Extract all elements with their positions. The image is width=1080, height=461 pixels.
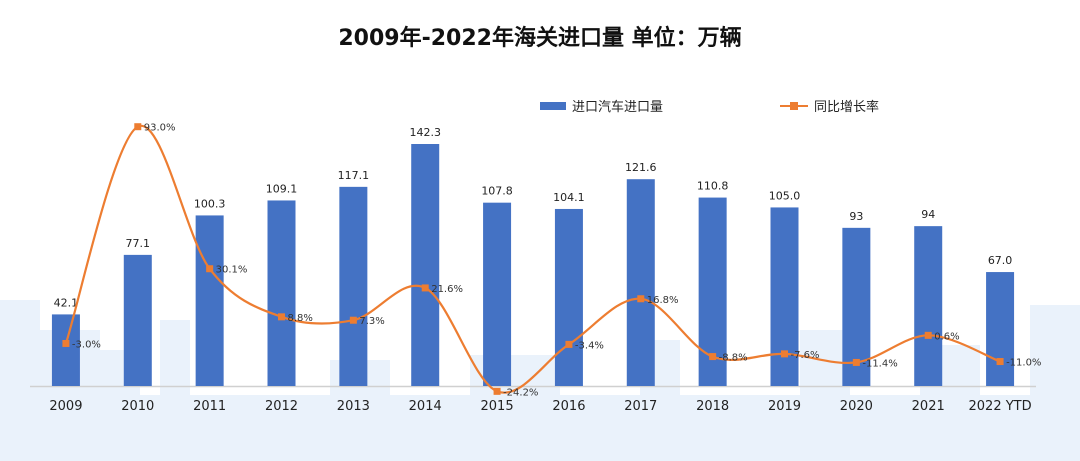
bar-2009: [51, 314, 80, 386]
bar-2017: [626, 179, 655, 386]
growth-rate-label: -11.4%: [862, 358, 897, 369]
growth-rate-marker: [924, 331, 932, 339]
growth-rate-marker: [62, 339, 70, 347]
x-tick-label: 2018: [696, 399, 729, 414]
growth-rate-label: 7.3%: [359, 316, 384, 327]
growth-rate-label: -8.8%: [719, 353, 748, 364]
bar-value-label: 121.6: [625, 161, 657, 174]
bar-2014: [411, 144, 440, 386]
bar-value-label: 104.1: [553, 191, 585, 204]
x-tick-label: 2013: [337, 399, 370, 414]
growth-rate-marker: [996, 358, 1004, 366]
growth-rate-label: 16.8%: [647, 295, 679, 306]
growth-rate-label: -3.4%: [575, 340, 604, 351]
bar-value-label: 105.0: [769, 189, 801, 202]
growth-rate-marker: [852, 358, 860, 366]
growth-rate-marker: [565, 340, 573, 348]
growth-rate-marker: [781, 350, 788, 358]
bar-2016: [554, 208, 583, 386]
bar-value-label: 93: [849, 210, 863, 223]
growth-rate-marker: [206, 265, 214, 273]
bar-value-label: 107.8: [481, 185, 513, 198]
growth-rate-label: -11.0%: [1006, 358, 1041, 369]
growth-rate-label: 93.0%: [144, 123, 176, 134]
growth-rate-label: 0.6%: [934, 331, 959, 342]
bar-value-label: 100.3: [194, 197, 226, 210]
bar-value-label: 42.1: [54, 296, 79, 309]
bar-2015: [483, 202, 512, 386]
bar-value-label: 94: [921, 208, 935, 221]
growth-rate-label: 21.6%: [431, 284, 463, 295]
growth-rate-marker: [637, 295, 645, 303]
x-tick-label: 2022 YTD: [969, 399, 1032, 414]
growth-rate-marker: [349, 316, 357, 324]
bar-value-label: 142.3: [409, 126, 441, 139]
growth-rate-marker: [421, 284, 429, 292]
bar-value-label: 77.1: [126, 237, 151, 250]
bar-value-label: 110.8: [697, 180, 729, 193]
growth-rate-label: 8.8%: [288, 313, 313, 324]
legend-item-import-volume: 进口汽车进口量: [540, 96, 663, 115]
legend-label-growth-rate: 同比增长率: [814, 100, 880, 115]
growth-rate-label: -7.6%: [791, 350, 820, 361]
x-tick-label: 2011: [193, 399, 226, 414]
x-tick-label: 2020: [840, 399, 873, 414]
bar-value-label: 117.1: [338, 169, 370, 182]
bar-2021: [914, 226, 943, 386]
x-tick-label: 2012: [265, 399, 298, 414]
growth-rate-marker: [709, 353, 717, 361]
bar-value-label: 67.0: [988, 254, 1013, 267]
growth-rate-marker: [134, 123, 142, 131]
growth-rate-label: -24.2%: [503, 387, 538, 398]
bar-2010: [123, 254, 152, 386]
chart-title: 2009年-2022年海关进口量 单位：万辆: [338, 26, 742, 51]
x-tick-label: 2016: [552, 399, 585, 414]
bar-swatch-icon: [540, 101, 566, 110]
growth-rate-marker: [278, 313, 285, 321]
growth-rate-marker: [493, 387, 501, 395]
x-tick-label: 2014: [409, 399, 442, 414]
growth-rate-label: -3.0%: [72, 339, 101, 350]
bar-2022-ytd: [986, 272, 1015, 386]
x-tick-label: 2010: [121, 399, 154, 414]
bar-2013: [339, 186, 368, 386]
x-tick-label: 2021: [912, 399, 945, 414]
x-tick-label: 2015: [481, 399, 514, 414]
x-tick-label: 2019: [768, 399, 801, 414]
line-swatch-icon: [780, 101, 808, 111]
bar-2011: [195, 215, 224, 386]
growth-rate-label: 30.1%: [216, 265, 248, 276]
legend: 进口汽车进口量 同比增长率: [0, 96, 1080, 116]
x-tick-label: 2017: [624, 399, 657, 414]
legend-item-growth-rate: 同比增长率: [780, 96, 879, 115]
bar-2012: [267, 200, 296, 386]
legend-label-import-volume: 进口汽车进口量: [572, 100, 664, 115]
bar-value-label: 109.1: [266, 182, 298, 195]
x-tick-label: 2009: [49, 399, 82, 414]
